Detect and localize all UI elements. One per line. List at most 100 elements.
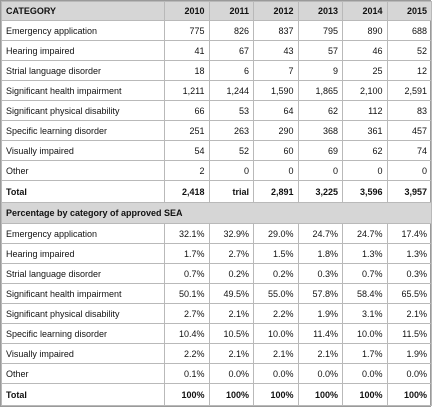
percent-cell: 17.4% — [386, 223, 432, 244]
percent-cell: 24.7% — [297, 223, 343, 244]
row-label: Strial language disorder — [1, 60, 165, 81]
count-cell: 1,244 — [208, 80, 254, 101]
year-column-header: 2014 — [342, 1, 388, 21]
count-cell: 67 — [208, 40, 254, 61]
row-label: Strial language disorder — [1, 263, 165, 284]
row-label: Hearing impaired — [1, 243, 165, 264]
table-row: Strial language disorder 0.7% 0.2% 0.2% … — [1, 263, 432, 284]
counts-section: Emergency application 775 826 837 795 89… — [1, 20, 432, 203]
total-cell: 2,891 — [253, 180, 299, 203]
table-row: Visually impaired 54 52 60 69 62 74 — [1, 140, 432, 161]
percent-cell: 2.1% — [386, 303, 432, 324]
percent-cell: 65.5% — [386, 283, 432, 304]
count-cell: 41 — [164, 40, 210, 61]
count-cell: 368 — [297, 120, 343, 141]
percent-cell: 1.7% — [342, 343, 388, 364]
total-cell: trial — [208, 180, 254, 203]
row-label: Significant health impairment — [1, 283, 165, 304]
row-label: Other — [1, 160, 165, 181]
total-cell: 100% — [297, 383, 343, 406]
count-cell: 0 — [386, 160, 432, 181]
count-cell: 62 — [342, 140, 388, 161]
year-column-header: 2013 — [297, 1, 343, 21]
row-label: Emergency application — [1, 223, 165, 244]
count-cell: 66 — [164, 100, 210, 121]
count-cell: 0 — [342, 160, 388, 181]
row-label: Hearing impaired — [1, 40, 165, 61]
counts-total-row: Total 2,418 trial 2,891 3,225 3,596 3,95… — [1, 180, 432, 203]
percentage-section: Percentage by category of approved SEA E… — [1, 202, 432, 406]
year-column-header: 2011 — [208, 1, 254, 21]
percent-cell: 32.9% — [208, 223, 254, 244]
percent-cell: 0.0% — [297, 363, 343, 384]
count-cell: 57 — [297, 40, 343, 61]
table-row: Hearing impaired 1.7% 2.7% 1.5% 1.8% 1.3… — [1, 243, 432, 264]
percent-cell: 0.0% — [386, 363, 432, 384]
count-cell: 2,100 — [342, 80, 388, 101]
percent-cell: 58.4% — [342, 283, 388, 304]
total-cell: 100% — [253, 383, 299, 406]
count-cell: 9 — [297, 60, 343, 81]
percent-cell: 10.5% — [208, 323, 254, 344]
count-cell: 83 — [386, 100, 432, 121]
percent-cell: 1.5% — [253, 243, 299, 264]
percent-cell: 11.5% — [386, 323, 432, 344]
count-cell: 837 — [253, 20, 299, 41]
table-row: Significant health impairment 1,211 1,24… — [1, 80, 432, 101]
percent-cell: 11.4% — [297, 323, 343, 344]
percent-cell: 2.7% — [208, 243, 254, 264]
percent-cell: 0.0% — [208, 363, 254, 384]
row-label: Significant health impairment — [1, 80, 165, 101]
count-cell: 1,211 — [164, 80, 210, 101]
percent-cell: 3.1% — [342, 303, 388, 324]
percent-cell: 24.7% — [342, 223, 388, 244]
percent-cell: 2.2% — [164, 343, 210, 364]
row-label: Significant physical disability — [1, 303, 165, 324]
table-row: Visually impaired 2.2% 2.1% 2.1% 2.1% 1.… — [1, 343, 432, 364]
table-row: Hearing impaired 41 67 43 57 46 52 — [1, 40, 432, 61]
percent-cell: 1.3% — [386, 243, 432, 264]
table-row: Emergency application 32.1% 32.9% 29.0% … — [1, 223, 432, 244]
table-row: Significant physical disability 66 53 64… — [1, 100, 432, 121]
count-cell: 25 — [342, 60, 388, 81]
table-row: Specific learning disorder 251 263 290 3… — [1, 120, 432, 141]
percent-cell: 1.8% — [297, 243, 343, 264]
percent-cell: 0.1% — [164, 363, 210, 384]
count-cell: 53 — [208, 100, 254, 121]
percent-cell: 2.7% — [164, 303, 210, 324]
count-cell: 826 — [208, 20, 254, 41]
table-row: Significant health impairment 50.1% 49.5… — [1, 283, 432, 304]
count-cell: 795 — [297, 20, 343, 41]
count-cell: 112 — [342, 100, 388, 121]
count-cell: 62 — [297, 100, 343, 121]
total-label: Total — [1, 180, 165, 203]
count-cell: 74 — [386, 140, 432, 161]
count-cell: 52 — [386, 40, 432, 61]
row-label: Other — [1, 363, 165, 384]
sea-statistics-table: CATEGORY 2010 2011 2012 2013 2014 2015 E… — [1, 1, 432, 406]
percent-cell: 2.1% — [297, 343, 343, 364]
total-cell: 100% — [208, 383, 254, 406]
total-cell: 100% — [386, 383, 432, 406]
count-cell: 12 — [386, 60, 432, 81]
table-row: Other 0.1% 0.0% 0.0% 0.0% 0.0% 0.0% — [1, 363, 432, 384]
total-label: Total — [1, 383, 165, 406]
count-cell: 69 — [297, 140, 343, 161]
percent-cell: 0.3% — [386, 263, 432, 284]
row-label: Specific learning disorder — [1, 120, 165, 141]
count-cell: 54 — [164, 140, 210, 161]
count-cell: 2 — [164, 160, 210, 181]
count-cell: 7 — [253, 60, 299, 81]
count-cell: 64 — [253, 100, 299, 121]
year-column-header: 2012 — [253, 1, 299, 21]
row-label: Visually impaired — [1, 343, 165, 364]
table-row: Specific learning disorder 10.4% 10.5% 1… — [1, 323, 432, 344]
count-cell: 18 — [164, 60, 210, 81]
total-cell: 3,957 — [386, 180, 432, 203]
percent-cell: 1.7% — [164, 243, 210, 264]
count-cell: 2,591 — [386, 80, 432, 101]
count-cell: 1,590 — [253, 80, 299, 101]
count-cell: 775 — [164, 20, 210, 41]
percent-cell: 2.2% — [253, 303, 299, 324]
percent-cell: 10.0% — [253, 323, 299, 344]
